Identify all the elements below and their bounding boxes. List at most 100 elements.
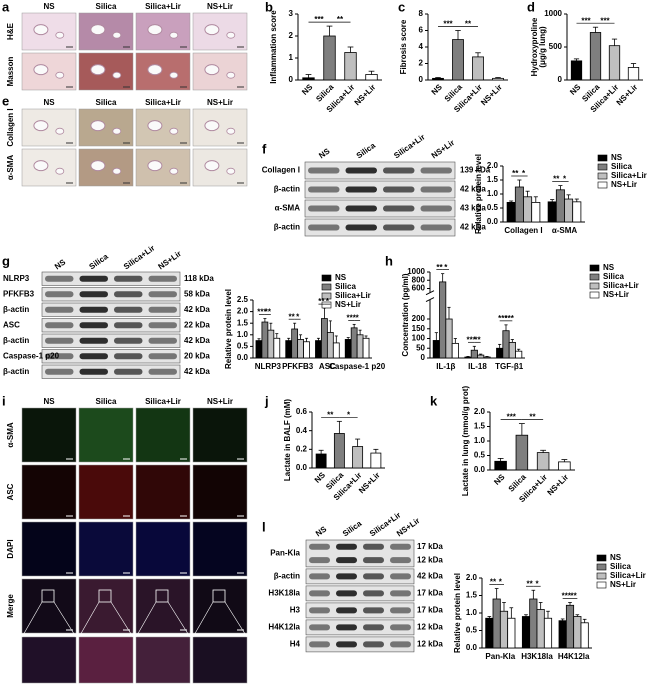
- blot-band: [390, 543, 411, 550]
- significance-label: ***: [443, 20, 453, 29]
- blot-band: [383, 224, 415, 231]
- blot-band: [390, 557, 411, 564]
- blot-band: [148, 322, 177, 329]
- bar: [558, 620, 567, 649]
- airway: [204, 160, 220, 172]
- zoom-box: [155, 589, 169, 603]
- blot-band: [363, 590, 384, 597]
- y-tick-label: 2.0: [487, 161, 499, 170]
- panel-letter: e: [2, 93, 9, 108]
- micrograph: [21, 464, 77, 520]
- kda-label: 17 kDa: [417, 542, 443, 551]
- blot-band: [363, 607, 384, 614]
- vessel: [226, 71, 236, 79]
- y-tick-label: 0.0: [487, 217, 499, 226]
- blot-band: [79, 368, 108, 375]
- blot-band: [45, 291, 74, 298]
- legend-label: NS+Lir: [335, 300, 361, 309]
- y-tick-label: 8: [419, 9, 424, 18]
- vessel: [112, 167, 122, 175]
- blot-band: [308, 167, 340, 174]
- blot-band: [383, 167, 415, 174]
- blot-band: [345, 167, 377, 174]
- column-label: Silica: [96, 98, 117, 107]
- zoom-image: [21, 636, 77, 684]
- bar: [350, 327, 358, 359]
- y-tick-label: 1.0: [474, 436, 486, 445]
- y-tick-label: 1000: [544, 9, 562, 18]
- column-label: Silica+Lir: [145, 98, 181, 107]
- blot-band: [420, 205, 452, 212]
- blot-band: [45, 337, 74, 344]
- blot-band: [308, 186, 340, 193]
- airway: [204, 120, 220, 132]
- micrograph: [192, 52, 248, 91]
- column-label: NS+Lir: [207, 397, 233, 406]
- blot-band: [363, 543, 384, 550]
- legend-label: Silica+Lir: [335, 291, 371, 300]
- legend-label: NS: [335, 273, 347, 282]
- blot-band: [363, 573, 384, 580]
- legend-swatch: [589, 291, 600, 299]
- bar: [326, 332, 334, 359]
- blot-band: [308, 205, 340, 212]
- bar: [531, 201, 541, 223]
- y-tick-label: 0: [419, 75, 424, 84]
- y-tick-label: 0.5: [487, 203, 499, 212]
- blot-band: [309, 543, 330, 550]
- panel-letter: i: [2, 393, 6, 408]
- x-tick-label: NS: [300, 82, 315, 97]
- panel-letter: g: [2, 253, 10, 268]
- bar: [572, 201, 582, 223]
- bar: [267, 329, 275, 359]
- blot-label: β-actin: [274, 572, 300, 581]
- blot-label: H4: [290, 640, 301, 649]
- blot-label: β-actin: [3, 305, 29, 314]
- blot-band: [390, 641, 411, 648]
- blot-band: [79, 337, 108, 344]
- y-axis-label: Hydroxyproline: [530, 17, 539, 76]
- airway: [147, 120, 163, 132]
- y-tick-label: 50: [416, 343, 425, 352]
- bar: [627, 67, 640, 81]
- blot-band: [114, 306, 143, 313]
- micrograph: [21, 578, 77, 634]
- zoom-line: [78, 601, 100, 638]
- micrograph: [135, 464, 191, 520]
- blot-band: [345, 186, 377, 193]
- lane-label: NS: [317, 146, 332, 160]
- blot-label: PFKFB3: [3, 289, 35, 298]
- airway: [33, 120, 49, 132]
- kda-label: 12 kDa: [417, 555, 443, 564]
- blot-band: [79, 275, 108, 282]
- bar: [485, 617, 494, 649]
- y-tick-label: 4: [419, 42, 424, 51]
- blot-label: α-SMA: [275, 204, 301, 213]
- legend-label: Silica: [335, 282, 356, 291]
- bar: [507, 617, 516, 649]
- bar: [451, 342, 459, 359]
- legend-swatch: [321, 274, 332, 282]
- micrograph: [192, 464, 248, 520]
- vessel: [55, 71, 65, 79]
- blot-band: [336, 641, 357, 648]
- bar: [565, 604, 575, 649]
- vessel: [55, 167, 65, 175]
- bar: [580, 622, 589, 649]
- micrograph: [192, 108, 248, 147]
- significance-label: **: [318, 297, 325, 306]
- micrograph: [78, 521, 134, 577]
- y-tick-label: 1.5: [487, 175, 499, 184]
- blot-band: [390, 590, 411, 597]
- bar: [365, 74, 378, 81]
- panel-letter: c: [398, 0, 405, 14]
- airway: [33, 64, 49, 76]
- x-tick-label: NS+Lir: [615, 83, 640, 108]
- significance-label: ***: [347, 313, 357, 322]
- blot-band: [363, 624, 384, 631]
- y-tick-label: 200: [412, 314, 426, 323]
- legend-swatch: [597, 154, 608, 162]
- kda-label: 17 kDa: [417, 606, 443, 615]
- significance-label: **: [527, 579, 534, 588]
- vessel: [226, 167, 236, 175]
